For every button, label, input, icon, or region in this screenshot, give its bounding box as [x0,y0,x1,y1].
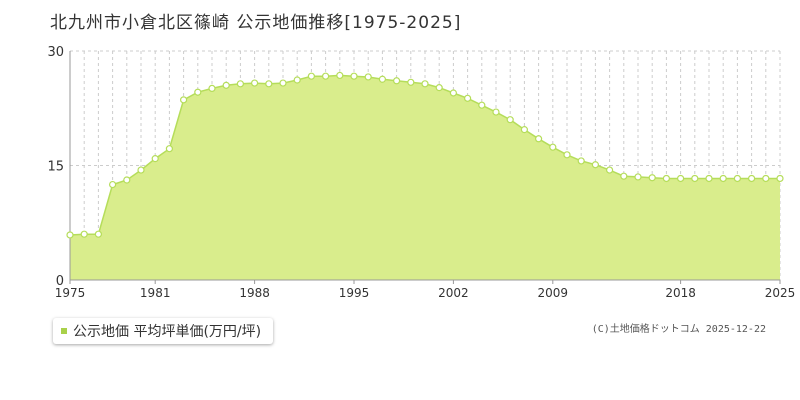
data-point [222,81,230,89]
y-tick-label: 0 [56,274,64,289]
data-point [648,174,656,182]
data-point [549,143,557,151]
legend: 公示地価 平均坪単価(万円/坪) [53,318,274,344]
data-point [407,78,415,86]
x-tick-label: 1988 [239,286,270,300]
data-point [151,155,159,163]
data-point [293,76,301,84]
x-tick-label: 1975 [55,286,86,300]
page-title: 北九州市小倉北区篠崎 公示地価推移[1975-2025] [50,13,462,33]
data-point [662,174,671,183]
x-tick-label: 2002 [438,286,469,300]
data-point [563,151,571,159]
data-point [478,101,486,109]
x-tick-label: 2009 [538,286,569,300]
data-point [435,84,443,92]
data-point [577,157,585,165]
data-point [620,172,628,180]
data-point [336,71,344,80]
data-point [251,79,259,87]
data-point [705,174,713,183]
x-tick-label: 1995 [339,286,370,300]
data-point [733,174,742,183]
data-point [350,72,358,80]
data-point [208,84,216,93]
data-point [719,174,727,183]
data-point [307,72,315,80]
data-point [776,174,784,183]
data-point [691,174,699,183]
data-point [762,174,770,183]
data-point [520,126,529,134]
data-point [364,73,372,81]
legend-label: 公示地価 平均坪単価(万円/坪) [73,324,262,340]
data-point [180,96,188,104]
axis-layer [69,51,781,284]
label-layer: 0 15 30 1975 1981 1988 1995 2002 2009 2018 2025 [47,45,795,300]
y-tick-label: 30 [47,45,64,60]
data-point [591,161,600,169]
data-point [265,80,273,88]
point-layer [66,71,784,239]
data-point [449,89,457,97]
data-point [676,174,685,183]
data-point [506,116,514,124]
data-point [534,135,543,143]
copyright-text: (C)土地価格ドットコム 2025-12-22 [591,324,766,335]
data-point [165,145,173,153]
data-point [634,173,642,181]
data-point [322,72,330,80]
data-point [464,94,472,102]
x-tick-label: 2018 [665,286,696,300]
y-tick-label: 15 [47,160,64,175]
data-point [421,80,429,88]
x-tick-label: 2025 [765,286,796,300]
data-point [123,176,131,184]
data-point [66,231,74,239]
data-point [747,174,756,183]
data-point [194,88,202,96]
area-fill [70,75,780,281]
data-point [605,166,614,174]
data-point [137,166,145,174]
x-tick-label: 1981 [140,286,171,300]
data-point [94,230,103,238]
data-point [393,77,401,85]
data-point [378,75,386,83]
legend-swatch [61,328,67,334]
data-point [492,108,500,116]
data-point [236,80,244,88]
data-point [80,230,88,238]
data-point [108,180,117,189]
data-point [279,79,287,87]
